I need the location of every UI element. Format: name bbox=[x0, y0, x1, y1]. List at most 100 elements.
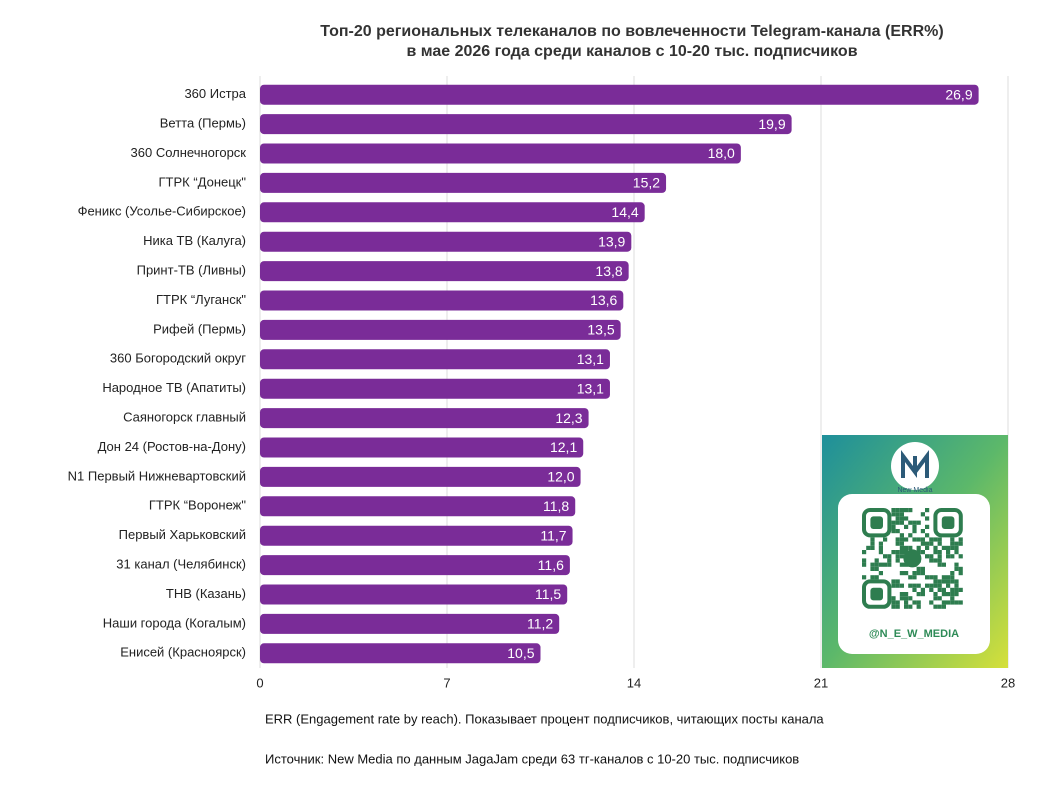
qr-cell bbox=[937, 596, 942, 601]
qr-cell bbox=[920, 512, 925, 517]
qr-cell bbox=[933, 592, 938, 597]
bar bbox=[260, 466, 581, 487]
qr-cell bbox=[891, 520, 896, 525]
y-tick-label: Дон 24 (Ростов-на-Дону) bbox=[98, 439, 246, 454]
qr-cell bbox=[891, 596, 896, 601]
qr-cell bbox=[920, 541, 925, 546]
qr-cell bbox=[929, 587, 934, 592]
value-label: 12,0 bbox=[547, 469, 574, 485]
y-tick-label: 360 Солнечногорск bbox=[131, 145, 247, 160]
qr-cell bbox=[933, 545, 938, 550]
qr-cell bbox=[891, 579, 896, 584]
qr-cell bbox=[925, 583, 930, 588]
qr-cell bbox=[933, 583, 938, 588]
qr-cell bbox=[895, 554, 900, 559]
qr-cell bbox=[891, 524, 896, 529]
qr-cell bbox=[925, 541, 930, 546]
qr-cell bbox=[933, 604, 938, 609]
qr-cell bbox=[950, 537, 955, 542]
qr-cell bbox=[954, 579, 959, 584]
qr-cell bbox=[937, 604, 942, 609]
qr-cell bbox=[891, 550, 896, 555]
source: Источник: New Media по данным JagaJam ср… bbox=[265, 751, 799, 766]
qr-cell bbox=[899, 592, 904, 597]
bar bbox=[260, 378, 610, 399]
y-tick-label: Первый Харьковский bbox=[119, 527, 246, 542]
qr-cell bbox=[916, 545, 921, 550]
qr-cell bbox=[950, 579, 955, 584]
qr-cell bbox=[916, 520, 921, 525]
qr-cell bbox=[946, 579, 951, 584]
qr-cell bbox=[874, 575, 879, 580]
qr-cell bbox=[950, 600, 955, 605]
y-tick-label: N1 Первый Нижневартовский bbox=[68, 468, 246, 483]
y-tick-label: Енисей (Красноярск) bbox=[120, 645, 246, 660]
qr-cell bbox=[933, 537, 938, 542]
qr-cell bbox=[908, 545, 913, 550]
qr-cell bbox=[904, 571, 909, 576]
qr-cell bbox=[916, 537, 921, 542]
qr-cell bbox=[899, 520, 904, 525]
qr-cell bbox=[916, 600, 921, 605]
qr-cell bbox=[878, 541, 883, 546]
y-tick-label: Феникс (Усолье-Сибирское) bbox=[78, 204, 246, 219]
y-tick-label: Наши города (Когалым) bbox=[103, 615, 246, 630]
qr-cell bbox=[946, 583, 951, 588]
qr-cell bbox=[941, 579, 946, 584]
qr-cell bbox=[870, 545, 875, 550]
qr-cell bbox=[920, 537, 925, 542]
value-label: 14,4 bbox=[611, 204, 638, 220]
qr-cell bbox=[899, 508, 904, 513]
qr-cell bbox=[929, 558, 934, 563]
qr-cell bbox=[904, 592, 909, 597]
qr-cell bbox=[925, 575, 930, 580]
qr-cell bbox=[954, 545, 959, 550]
qr-cell bbox=[950, 575, 955, 580]
bar bbox=[260, 319, 621, 340]
qr-cell bbox=[899, 562, 904, 567]
y-tick-label: 31 канал (Челябинск) bbox=[116, 557, 246, 572]
qr-cell bbox=[899, 512, 904, 517]
qr-cell bbox=[870, 566, 875, 571]
qr-cell bbox=[946, 575, 951, 580]
qr-cell bbox=[937, 558, 942, 563]
qr-finder bbox=[862, 508, 892, 538]
qr-cell bbox=[933, 550, 938, 555]
value-label: 12,1 bbox=[550, 439, 577, 455]
value-label: 11,6 bbox=[538, 557, 564, 573]
value-label: 11,2 bbox=[527, 616, 553, 632]
chart-title: Топ-20 региональных телеканалов по вовле… bbox=[320, 23, 943, 40]
qr-cell bbox=[916, 571, 921, 576]
qr-cell bbox=[958, 600, 963, 605]
qr-cell bbox=[958, 554, 963, 559]
qr-cell bbox=[899, 516, 904, 521]
qr-finder bbox=[933, 508, 963, 538]
x-tick-label: 7 bbox=[443, 675, 450, 690]
value-label: 12,3 bbox=[555, 410, 582, 426]
qr-cell bbox=[954, 583, 959, 588]
qr-cell bbox=[925, 554, 930, 559]
qr-cell bbox=[908, 604, 913, 609]
qr-cell bbox=[950, 571, 955, 576]
qr-cell bbox=[908, 508, 913, 513]
value-label: 13,1 bbox=[577, 380, 604, 396]
qr-cell bbox=[929, 541, 934, 546]
qr-cell bbox=[862, 575, 867, 580]
qr-cell bbox=[899, 541, 904, 546]
qr-cell bbox=[891, 529, 896, 534]
qr-cell bbox=[862, 562, 867, 567]
qr-cell bbox=[958, 571, 963, 576]
logo-text: New Media bbox=[897, 487, 932, 494]
value-label: 13,8 bbox=[595, 263, 622, 279]
qr-cell bbox=[937, 554, 942, 559]
value-label: 19,9 bbox=[758, 116, 785, 132]
qr-cell bbox=[941, 600, 946, 605]
value-label: 10,5 bbox=[507, 645, 534, 661]
qr-cell bbox=[950, 592, 955, 597]
qr-cell bbox=[904, 524, 909, 529]
bar bbox=[260, 525, 573, 546]
qr-cell bbox=[878, 562, 883, 567]
qr-cell bbox=[954, 587, 959, 592]
qr-cell bbox=[925, 533, 930, 538]
